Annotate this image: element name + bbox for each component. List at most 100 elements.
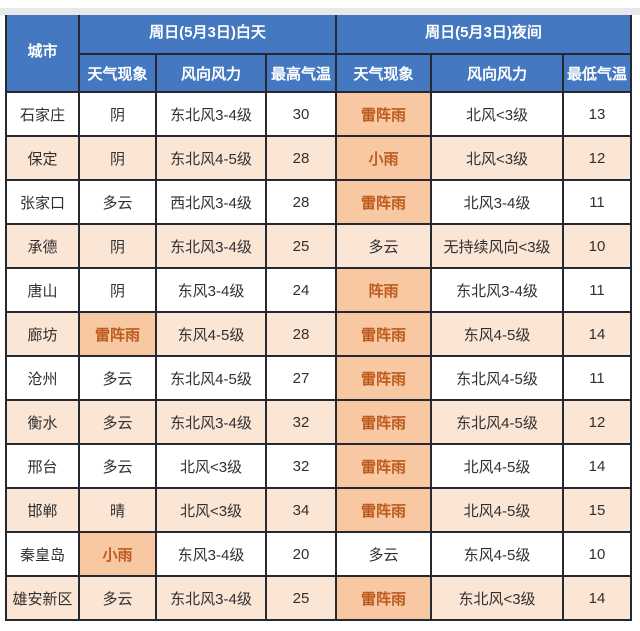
night-min-temp-cell: 11	[562, 355, 632, 401]
header-night-group: 周日(5月3日)夜间	[335, 8, 632, 55]
day-wind-cell: 东风3-4级	[155, 531, 267, 577]
day-weather-cell: 多云	[78, 443, 157, 489]
night-weather-cell: 多云	[335, 223, 432, 269]
night-wind-cell: 北风<3级	[430, 135, 564, 181]
night-weather-cell: 雷阵雨	[335, 179, 432, 225]
day-weather-cell: 阴	[78, 267, 157, 313]
table-row: 邢台 多云 北风<3级 32 雷阵雨 北风4-5级 14	[5, 443, 632, 489]
day-wind-cell: 东北风4-5级	[155, 355, 267, 401]
day-max-temp-cell: 28	[265, 311, 337, 357]
day-weather-cell: 阴	[78, 135, 157, 181]
table-row: 廊坊 雷阵雨 东风4-5级 28 雷阵雨 东风4-5级 14	[5, 311, 632, 357]
night-weather-cell: 雷阵雨	[335, 399, 432, 445]
night-wind-cell: 北风<3级	[430, 91, 564, 137]
night-min-temp-cell: 10	[562, 531, 632, 577]
header-city: 城市	[5, 8, 80, 93]
night-wind-cell: 北风3-4级	[430, 179, 564, 225]
night-min-temp-cell: 11	[562, 267, 632, 313]
day-max-temp-cell: 32	[265, 399, 337, 445]
day-weather-cell: 多云	[78, 179, 157, 225]
night-weather-cell: 雷阵雨	[335, 311, 432, 357]
weather-table: 城市 周日(5月3日)白天 周日(5月3日)夜间 天气现象 风向风力 最高气温 …	[5, 8, 632, 621]
table-body: 石家庄阴东北风3-4级 30 雷阵雨 北风<3级 13 保定阴东北风4-5级 28 小雨 北风<…	[5, 91, 632, 621]
table-row: 衡水 多云 东北风3-4级 32 雷阵雨 东北风4-5级 12	[5, 399, 632, 445]
header-sub-row: 天气现象 风向风力 最高气温 天气现象 风向风力 最低气温	[6, 53, 632, 93]
day-weather-cell: 小雨	[78, 531, 157, 577]
day-wind-cell: 东北风3-4级	[155, 399, 267, 445]
day-weather-cell: 阴	[78, 223, 157, 269]
day-wind-cell: 东风4-5级	[155, 311, 267, 357]
day-wind-cell: 西北风3-4级	[155, 179, 267, 225]
table-row: 唐山阴东风3-4级 24 阵雨 东北风3-4级 11	[5, 267, 632, 313]
night-wind-cell: 北风4-5级	[430, 487, 564, 533]
day-wind-cell: 东北风3-4级	[155, 223, 267, 269]
night-weather-cell: 多云	[335, 531, 432, 577]
day-weather-cell: 晴	[78, 487, 157, 533]
day-wind-cell: 东北风3-4级	[155, 91, 267, 137]
day-wind-cell: 北风<3级	[155, 443, 267, 489]
night-weather-cell: 雷阵雨	[335, 443, 432, 489]
header-group-row: 城市 周日(5月3日)白天 周日(5月3日)夜间	[5, 8, 632, 93]
night-wind-cell: 东北风4-5级	[430, 399, 564, 445]
header-day-weather: 天气现象	[78, 53, 157, 93]
table-row: 雄安新区 多云 东北风3-4级 25 雷阵雨 东北风<3级 14	[5, 575, 632, 621]
night-min-temp-cell: 15	[562, 487, 632, 533]
city-cell: 保定	[5, 135, 80, 181]
table-row: 沧州 多云 东北风4-5级 27 雷阵雨 东北风4-5级 11	[5, 355, 632, 401]
day-weather-cell: 阴	[78, 91, 157, 137]
night-wind-cell: 无持续风向<3级	[430, 223, 564, 269]
header-day-temp: 最高气温	[265, 53, 337, 93]
header-day-wind: 风向风力	[155, 53, 267, 93]
table-row: 张家口 多云 西北风3-4级 28 雷阵雨 北风3-4级 11	[5, 179, 632, 225]
table-row: 承德阴东北风3-4级 25 多云 无持续风向<3级 10	[5, 223, 632, 269]
day-max-temp-cell: 32	[265, 443, 337, 489]
night-min-temp-cell: 14	[562, 311, 632, 357]
night-weather-cell: 雷阵雨	[335, 91, 432, 137]
city-cell: 石家庄	[5, 91, 80, 137]
night-wind-cell: 东北风<3级	[430, 575, 564, 621]
table-row: 石家庄阴东北风3-4级 30 雷阵雨 北风<3级 13	[5, 91, 632, 137]
night-wind-cell: 北风4-5级	[430, 443, 564, 489]
city-cell: 承德	[5, 223, 80, 269]
city-cell: 衡水	[5, 399, 80, 445]
city-cell: 沧州	[5, 355, 80, 401]
city-cell: 唐山	[5, 267, 80, 313]
night-min-temp-cell: 12	[562, 399, 632, 445]
day-max-temp-cell: 20	[265, 531, 337, 577]
night-wind-cell: 东北风4-5级	[430, 355, 564, 401]
day-wind-cell: 东风3-4级	[155, 267, 267, 313]
night-weather-cell: 雷阵雨	[335, 355, 432, 401]
day-max-temp-cell: 25	[265, 223, 337, 269]
night-min-temp-cell: 10	[562, 223, 632, 269]
night-weather-cell: 小雨	[335, 135, 432, 181]
day-max-temp-cell: 28	[265, 135, 337, 181]
city-cell: 邢台	[5, 443, 80, 489]
city-cell: 雄安新区	[5, 575, 80, 621]
table-row: 秦皇岛 小雨 东风3-4级 20 多云 东风4-5级 10	[5, 531, 632, 577]
day-max-temp-cell: 27	[265, 355, 337, 401]
city-cell: 邯郸	[5, 487, 80, 533]
day-max-temp-cell: 34	[265, 487, 337, 533]
day-wind-cell: 东北风4-5级	[155, 135, 267, 181]
header-night-wind: 风向风力	[430, 53, 564, 93]
header-day-group: 周日(5月3日)白天	[78, 8, 337, 55]
night-weather-cell: 阵雨	[335, 267, 432, 313]
day-weather-cell: 多云	[78, 355, 157, 401]
city-cell: 廊坊	[5, 311, 80, 357]
day-weather-cell: 多云	[78, 575, 157, 621]
night-wind-cell: 东风4-5级	[430, 311, 564, 357]
day-max-temp-cell: 30	[265, 91, 337, 137]
night-weather-cell: 雷阵雨	[335, 575, 432, 621]
night-weather-cell: 雷阵雨	[335, 487, 432, 533]
night-min-temp-cell: 13	[562, 91, 632, 137]
table-row: 保定阴东北风4-5级 28 小雨 北风<3级 12	[5, 135, 632, 181]
city-cell: 秦皇岛	[5, 531, 80, 577]
night-min-temp-cell: 14	[562, 575, 632, 621]
day-max-temp-cell: 24	[265, 267, 337, 313]
page-top-edge	[0, 8, 640, 15]
night-min-temp-cell: 12	[562, 135, 632, 181]
day-max-temp-cell: 25	[265, 575, 337, 621]
day-wind-cell: 北风<3级	[155, 487, 267, 533]
night-min-temp-cell: 11	[562, 179, 632, 225]
day-wind-cell: 东北风3-4级	[155, 575, 267, 621]
